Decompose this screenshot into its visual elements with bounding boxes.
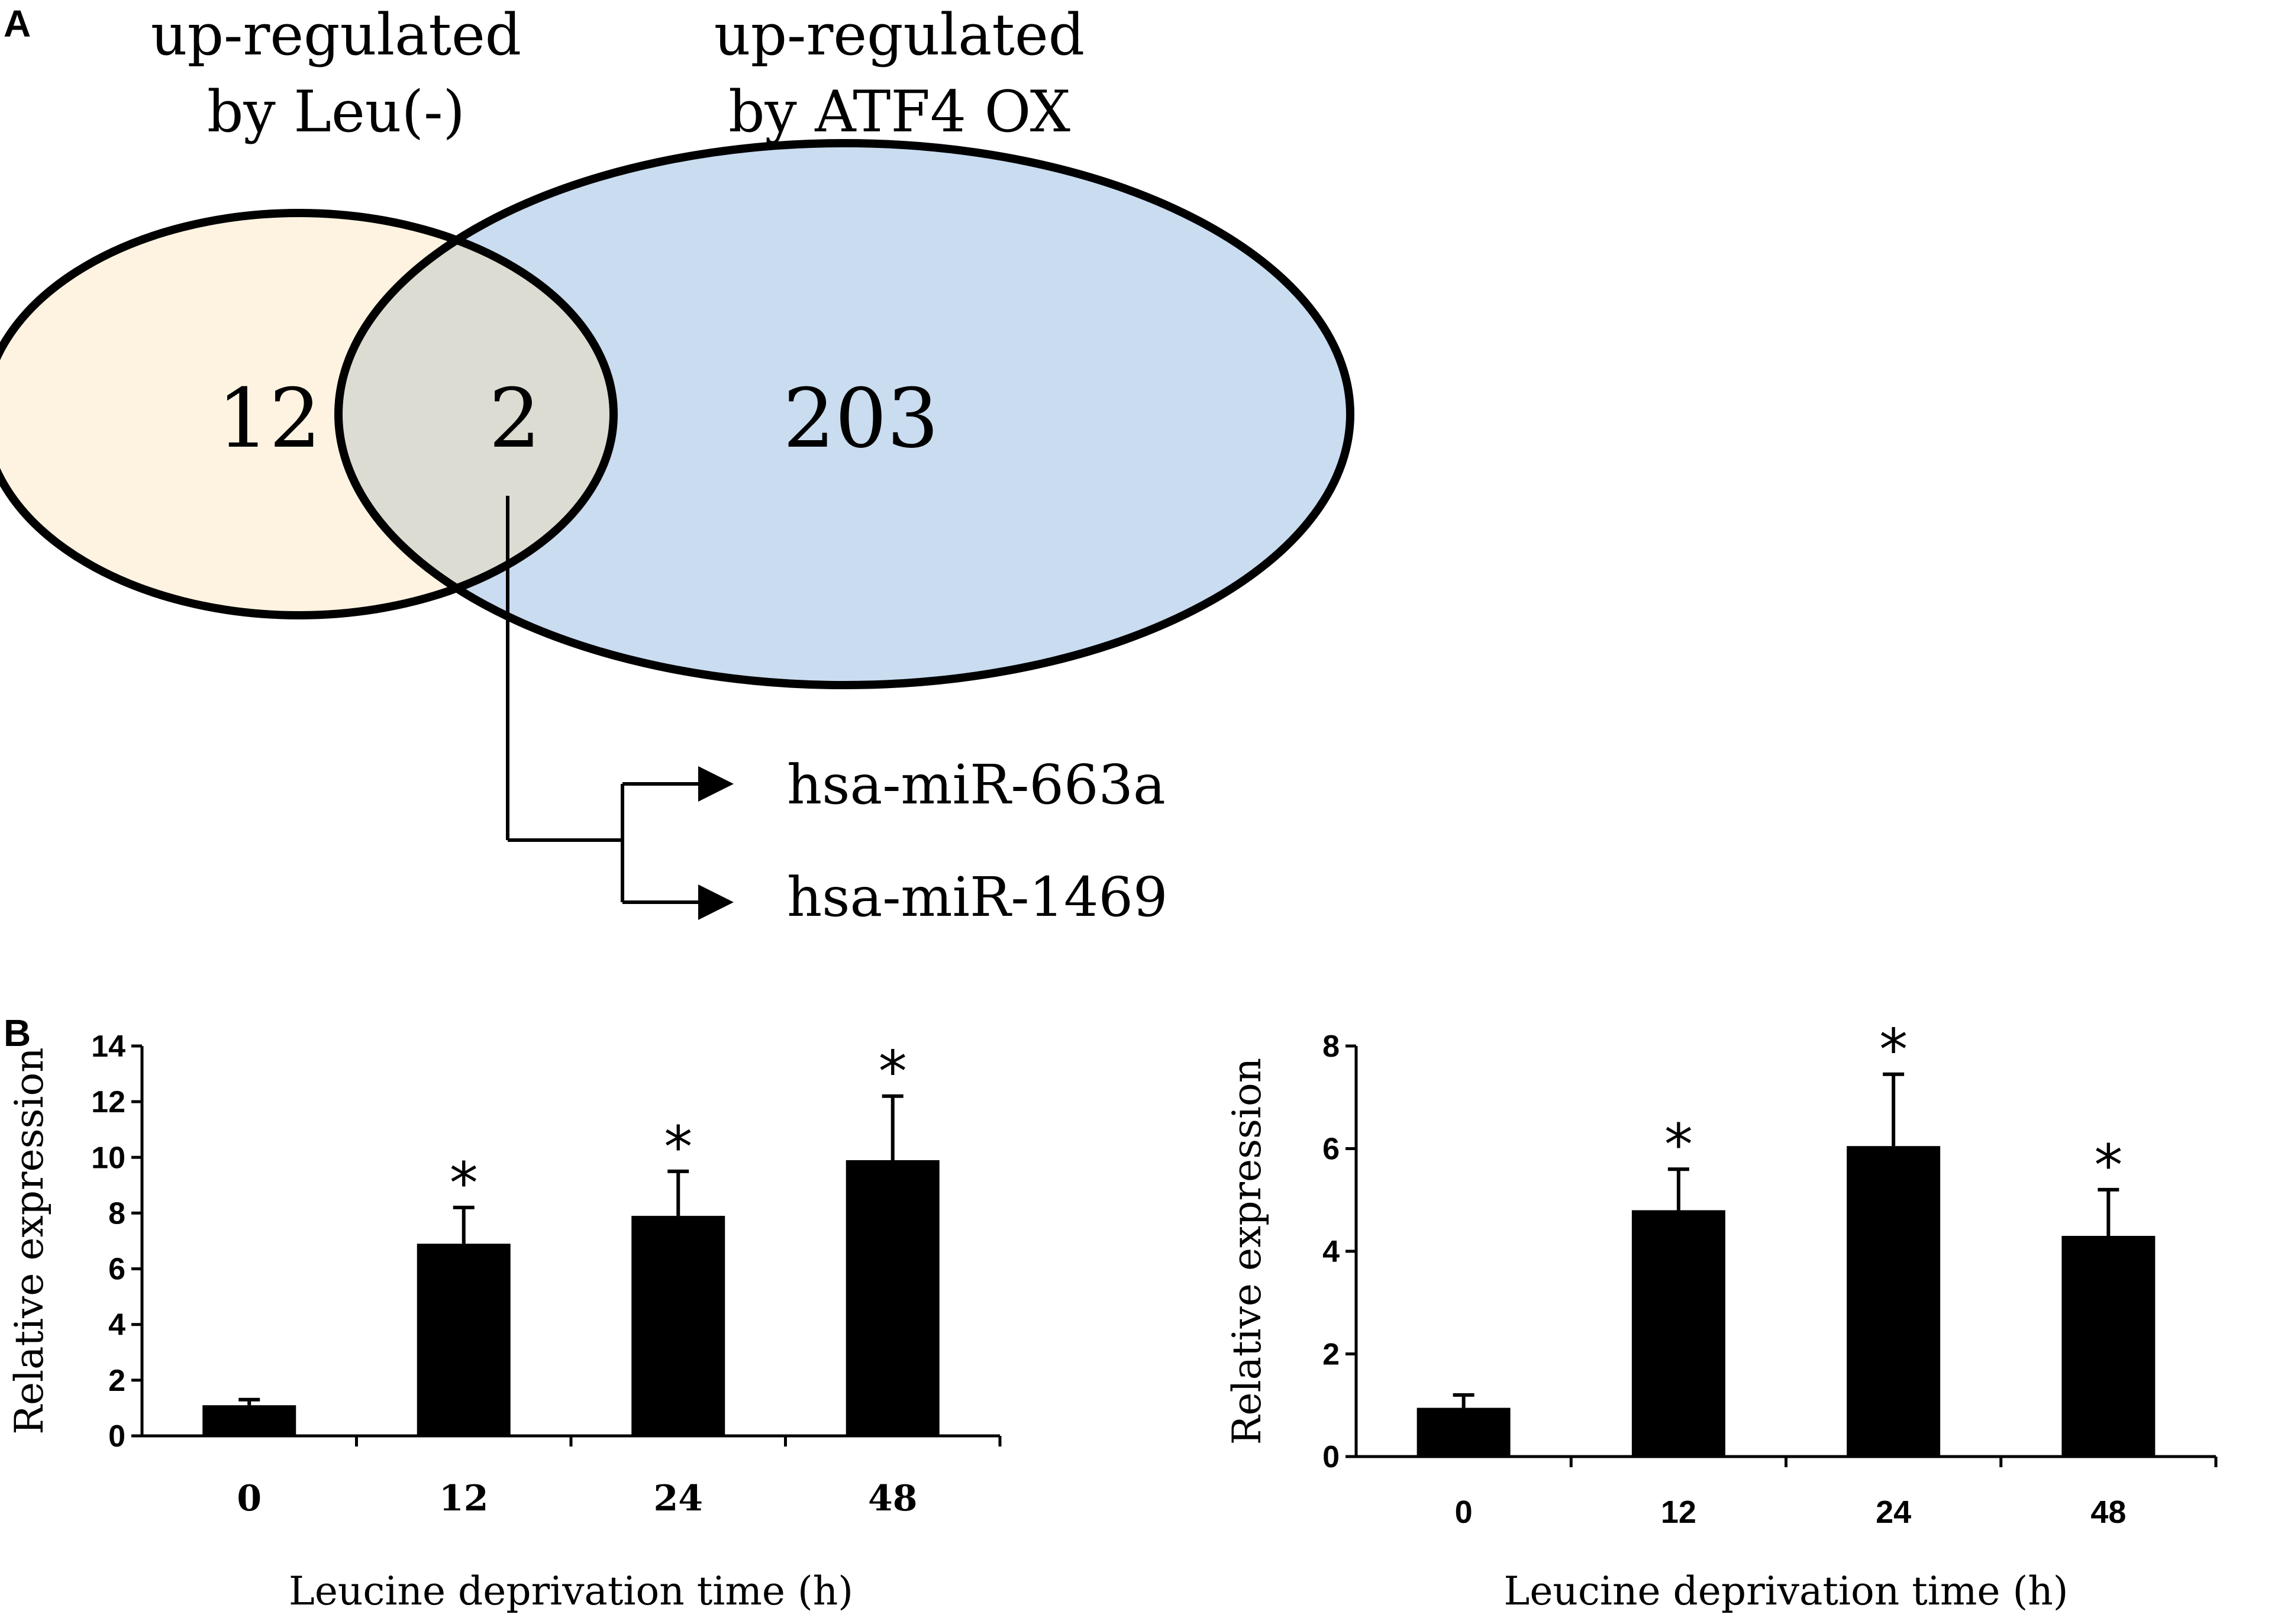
y-tick-label: 10 xyxy=(91,1141,125,1175)
x-tick-label: 0 xyxy=(237,1478,262,1519)
mirna-label-2: hsa-miR-1469 xyxy=(787,866,1168,929)
right-only-count: 203 xyxy=(783,371,938,466)
left-set-label-line2: by Leu(-) xyxy=(207,79,465,145)
y-axis-title: Relative expression xyxy=(7,1047,52,1434)
y-tick-label: 2 xyxy=(1322,1338,1340,1372)
x-tick-label: 0 xyxy=(1455,1494,1473,1530)
right-set-label-line2: by ATF4 OX xyxy=(728,79,1070,145)
x-tick-label: 12 xyxy=(1661,1494,1696,1530)
x-tick-label: 24 xyxy=(1876,1494,1911,1530)
y-tick-label: 0 xyxy=(108,1419,125,1454)
significance-marker: * xyxy=(879,1039,907,1105)
bar xyxy=(1631,1210,1725,1457)
y-tick-label: 4 xyxy=(108,1308,125,1342)
y-tick-label: 14 xyxy=(91,1029,125,1064)
bar xyxy=(1847,1146,1941,1457)
y-tick-label: 4 xyxy=(1322,1235,1340,1269)
x-axis-title: Leucine deprivation time (h) xyxy=(289,1568,853,1614)
y-tick-label: 0 xyxy=(1322,1440,1340,1474)
panel-label-b: B xyxy=(4,1012,31,1054)
overlap-count: 2 xyxy=(489,371,541,466)
bar xyxy=(417,1244,511,1436)
left-set-label-line1: up-regulated xyxy=(151,2,521,68)
right-set-label-line1: up-regulated xyxy=(714,2,1085,68)
bar xyxy=(846,1160,940,1436)
bar xyxy=(202,1405,296,1436)
x-tick-label: 48 xyxy=(2090,1494,2126,1530)
mirna-label-1: hsa-miR-663a xyxy=(787,753,1166,816)
y-tick-label: 8 xyxy=(108,1196,125,1231)
overlap-connector xyxy=(506,496,734,920)
x-axis-title: Leucine deprivation time (h) xyxy=(1504,1568,2069,1614)
significance-marker: * xyxy=(450,1150,478,1216)
left-only-count: 12 xyxy=(217,371,321,466)
y-tick-label: 12 xyxy=(91,1085,125,1119)
y-tick-label: 8 xyxy=(1322,1029,1340,1064)
y-axis-title: Relative expression xyxy=(1224,1058,1270,1445)
y-tick-label: 2 xyxy=(108,1364,125,1398)
significance-marker: * xyxy=(664,1114,692,1180)
significance-marker: * xyxy=(1879,1017,1908,1083)
significance-marker: * xyxy=(2094,1132,2122,1199)
significance-marker: * xyxy=(1664,1112,1693,1178)
x-tick-label: 12 xyxy=(439,1478,489,1519)
bar xyxy=(1417,1407,1511,1457)
right-set-outline xyxy=(334,139,1354,689)
y-tick-label: 6 xyxy=(108,1252,125,1287)
panel-label-a: A xyxy=(4,2,31,45)
right-set-ellipse xyxy=(338,143,1350,685)
bar xyxy=(2061,1235,2156,1457)
left-set-outline xyxy=(0,209,618,619)
venn-diagram: up-regulated by Leu(-) up-regulated by A… xyxy=(0,2,1354,929)
x-tick-label: 48 xyxy=(868,1478,918,1519)
x-tick-label: 24 xyxy=(654,1478,704,1519)
y-tick-label: 6 xyxy=(1322,1132,1340,1167)
bar xyxy=(631,1216,725,1436)
